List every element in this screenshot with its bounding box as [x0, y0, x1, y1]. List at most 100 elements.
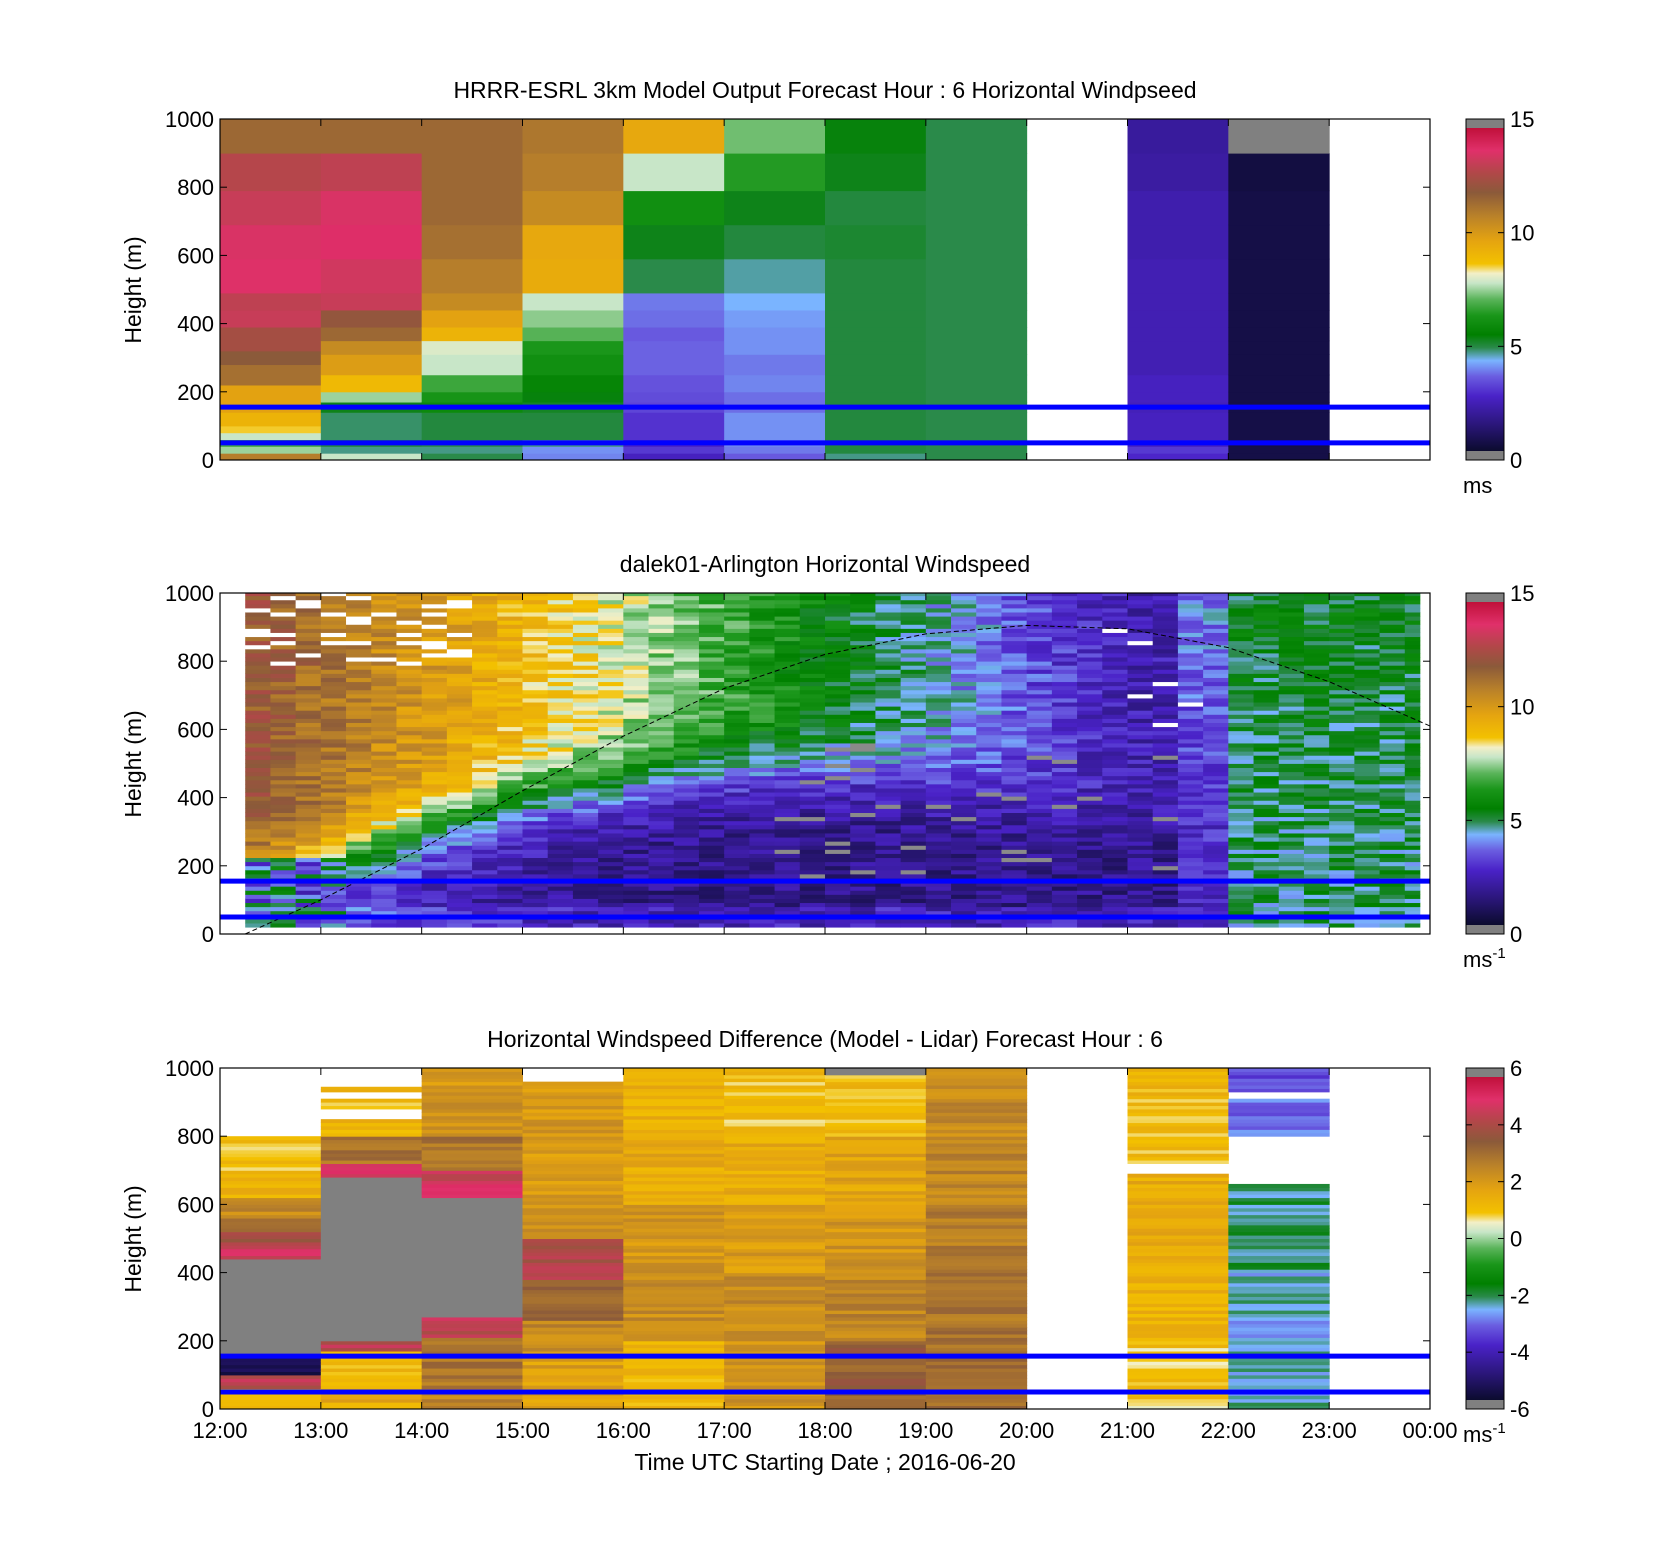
heatmap-cell	[623, 1081, 725, 1086]
heatmap-cell	[724, 841, 750, 846]
heatmap-cell	[875, 726, 902, 732]
heatmap-cell	[371, 910, 397, 916]
heatmap-cell	[1228, 644, 1254, 650]
heatmap-cell	[900, 890, 927, 895]
heatmap-cell	[547, 595, 574, 601]
heatmap-cell	[295, 923, 322, 928]
heatmap-cell	[724, 1371, 826, 1376]
heatmap-cell	[522, 1262, 624, 1267]
heatmap-cell	[698, 853, 725, 859]
heatmap-cell	[724, 1125, 826, 1130]
heatmap-cell	[1379, 747, 1406, 752]
heatmap-cell	[522, 1180, 624, 1185]
heatmap-cell	[1228, 1132, 1330, 1137]
heatmap-cell	[598, 919, 624, 924]
heatmap-cell	[925, 1333, 1028, 1338]
heatmap-cell	[1127, 446, 1229, 454]
heatmap-cell	[698, 726, 725, 732]
heatmap-cell	[925, 1224, 1028, 1229]
heatmap-cell	[724, 1337, 826, 1342]
heatmap-cell	[1303, 816, 1330, 822]
heatmap-cell	[1379, 624, 1406, 629]
heatmap-cell	[673, 673, 700, 678]
heatmap-cell	[1177, 657, 1204, 662]
heatmap-cell	[648, 783, 675, 789]
heatmap-cell	[421, 677, 448, 683]
heatmap-cell	[825, 1081, 927, 1086]
heatmap-cell	[1253, 759, 1280, 764]
heatmap-cell	[1379, 698, 1406, 703]
heatmap-cell	[1379, 792, 1406, 797]
heatmap-cell	[799, 677, 826, 683]
heatmap-cell	[1127, 309, 1229, 328]
heatmap-cell	[446, 869, 473, 875]
heatmap-cell	[951, 726, 977, 732]
heatmap-cell	[1127, 1160, 1229, 1164]
heatmap-cell	[346, 800, 372, 805]
heatmap-cell	[850, 595, 876, 601]
heatmap-cell	[1152, 767, 1179, 773]
heatmap-cell	[346, 792, 372, 797]
heatmap-cell	[572, 632, 599, 638]
heatmap-cell	[623, 710, 649, 715]
heatmap-cell	[900, 747, 927, 752]
heatmap-cell	[547, 661, 574, 666]
heatmap-cell	[925, 1368, 1028, 1372]
heatmap-cell	[724, 882, 750, 887]
heatmap-cell	[1152, 816, 1179, 822]
heatmap-cell	[623, 453, 725, 460]
heatmap-cell	[724, 1119, 826, 1124]
heatmap-cell	[825, 412, 927, 441]
heatmap-cell	[421, 648, 448, 654]
heatmap-cell	[1379, 857, 1406, 863]
heatmap-cell	[270, 759, 297, 764]
heatmap-cell	[1001, 759, 1028, 764]
heatmap-cell	[1329, 804, 1355, 809]
heatmap-cell	[951, 603, 977, 609]
colorbar-unit: ms	[1463, 473, 1492, 498]
heatmap-cell	[1303, 673, 1330, 678]
heatmap-cell	[825, 685, 851, 691]
heatmap-cell	[1026, 603, 1053, 609]
heatmap-cell	[1051, 828, 1078, 834]
heatmap-cell	[1026, 608, 1053, 613]
heatmap-cell	[1026, 783, 1053, 789]
heatmap-cell	[925, 1252, 1028, 1257]
heatmap-cell	[1404, 693, 1421, 699]
heatmap-cell	[623, 730, 649, 736]
heatmap-cell	[1303, 608, 1330, 613]
heatmap-cell	[951, 673, 977, 678]
heatmap-cell	[245, 640, 271, 646]
heatmap-cell	[472, 722, 498, 728]
heatmap-cell	[900, 608, 927, 613]
heatmap-cell	[799, 759, 826, 764]
heatmap-cell	[295, 706, 322, 711]
heatmap-cell	[1303, 665, 1330, 670]
heatmap-cell	[320, 1173, 423, 1178]
heatmap-cell	[825, 919, 851, 924]
heatmap-cell	[724, 1204, 826, 1209]
heatmap-cell	[1177, 923, 1204, 928]
heatmap-cell	[1001, 689, 1028, 695]
heatmap-cell	[421, 1364, 523, 1369]
heatmap-cell	[346, 734, 372, 740]
heatmap-cell	[320, 1374, 423, 1379]
heatmap-cells	[220, 119, 1330, 460]
heatmap-cell	[371, 624, 397, 629]
heatmap-cell	[1177, 816, 1204, 822]
heatmap-cell	[572, 722, 599, 728]
heatmap-cell	[1051, 706, 1078, 711]
heatmap-cell	[522, 763, 549, 768]
heatmap-cell	[371, 747, 397, 752]
heatmap-cell	[623, 1187, 725, 1192]
heatmap-cell	[1203, 788, 1229, 793]
heatmap-cell	[825, 1160, 927, 1164]
heatmap-cell	[1354, 689, 1380, 695]
heatmap-cell	[724, 1310, 826, 1315]
heatmap-cell	[774, 632, 801, 638]
heatmap-cell	[850, 747, 876, 752]
heatmap-cell	[1077, 595, 1103, 601]
heatmap-cell	[320, 693, 347, 699]
heatmap-cell	[623, 865, 649, 871]
heatmap-cell	[396, 849, 423, 854]
